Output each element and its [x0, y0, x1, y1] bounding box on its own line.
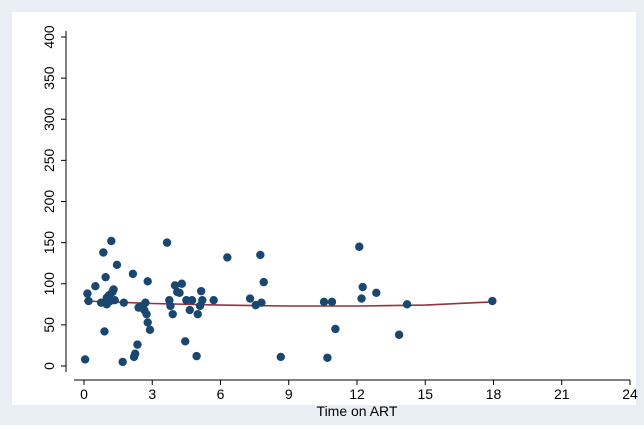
axes-layer: 0 50 100 150 200 250 300 350 400 0 3 6 9 12 15 18 21 24	[41, 25, 638, 402]
data-point	[91, 282, 100, 291]
data-point	[256, 250, 265, 260]
data-point	[209, 296, 218, 305]
data-point	[355, 242, 364, 251]
data-point	[181, 337, 190, 346]
data-point	[119, 298, 129, 307]
y-tick-label: 350	[41, 66, 57, 90]
y-tick-label: 0	[41, 362, 57, 370]
x-tick-label: 24	[622, 386, 638, 402]
data-point	[101, 272, 110, 282]
x-tick-label: 0	[80, 386, 88, 402]
data-point	[257, 298, 266, 307]
x-tick-label: 3	[148, 386, 156, 402]
data-point	[166, 301, 175, 311]
y-tick-label: 100	[41, 272, 57, 296]
fit-line	[83, 300, 494, 307]
data-point	[198, 296, 207, 305]
data-point	[372, 288, 381, 297]
data-point	[357, 294, 366, 303]
x-axis-title: Time on ART	[317, 403, 398, 419]
data-point	[276, 352, 285, 362]
y-tick-label: 250	[41, 148, 57, 172]
data-point	[223, 253, 232, 262]
data-point	[143, 277, 152, 286]
data-point	[83, 289, 92, 298]
x-tick-label: 18	[486, 386, 502, 402]
data-point	[358, 282, 367, 292]
data-point	[168, 309, 177, 319]
data-point	[394, 330, 404, 339]
x-tick-label: 21	[554, 386, 570, 402]
x-tick-label: 9	[285, 386, 293, 402]
data-point	[185, 305, 194, 315]
data-point	[128, 269, 138, 279]
data-point	[84, 296, 93, 306]
y-tick-label: 400	[41, 25, 57, 49]
x-tick-label: 6	[217, 386, 225, 402]
data-point	[80, 355, 90, 364]
y-tick-label: 150	[41, 231, 57, 255]
data-point	[319, 297, 329, 307]
data-point	[141, 298, 150, 307]
data-point	[118, 357, 127, 367]
data-point	[133, 340, 142, 349]
fit-line-layer	[83, 300, 494, 307]
x-tick-label: 12	[349, 386, 365, 402]
x-tick-label: 15	[417, 386, 433, 402]
data-point	[187, 296, 197, 305]
data-point	[193, 309, 202, 319]
data-point	[110, 296, 119, 305]
data-point	[100, 327, 109, 336]
data-point	[177, 279, 187, 288]
data-point	[259, 277, 268, 287]
data-point	[109, 285, 118, 294]
data-point	[99, 248, 108, 257]
data-point	[402, 300, 412, 309]
y-tick-label: 200	[41, 190, 57, 214]
data-point	[196, 286, 206, 296]
data-point	[245, 294, 255, 303]
data-point	[327, 297, 337, 307]
plot-area	[12, 12, 636, 405]
data-point	[162, 238, 172, 247]
data-point	[145, 325, 155, 335]
data-point	[143, 318, 152, 327]
data-point	[331, 324, 340, 334]
data-point	[170, 281, 180, 290]
data-point	[488, 296, 497, 306]
points-layer	[80, 236, 497, 367]
data-point	[130, 349, 140, 358]
data-point	[175, 288, 184, 297]
data-point	[107, 236, 116, 246]
y-tick-label: 300	[41, 107, 57, 131]
data-point	[323, 353, 332, 362]
data-point	[112, 260, 122, 270]
data-point	[192, 351, 201, 361]
y-tick-label: 50	[41, 317, 57, 333]
data-point	[142, 309, 151, 319]
